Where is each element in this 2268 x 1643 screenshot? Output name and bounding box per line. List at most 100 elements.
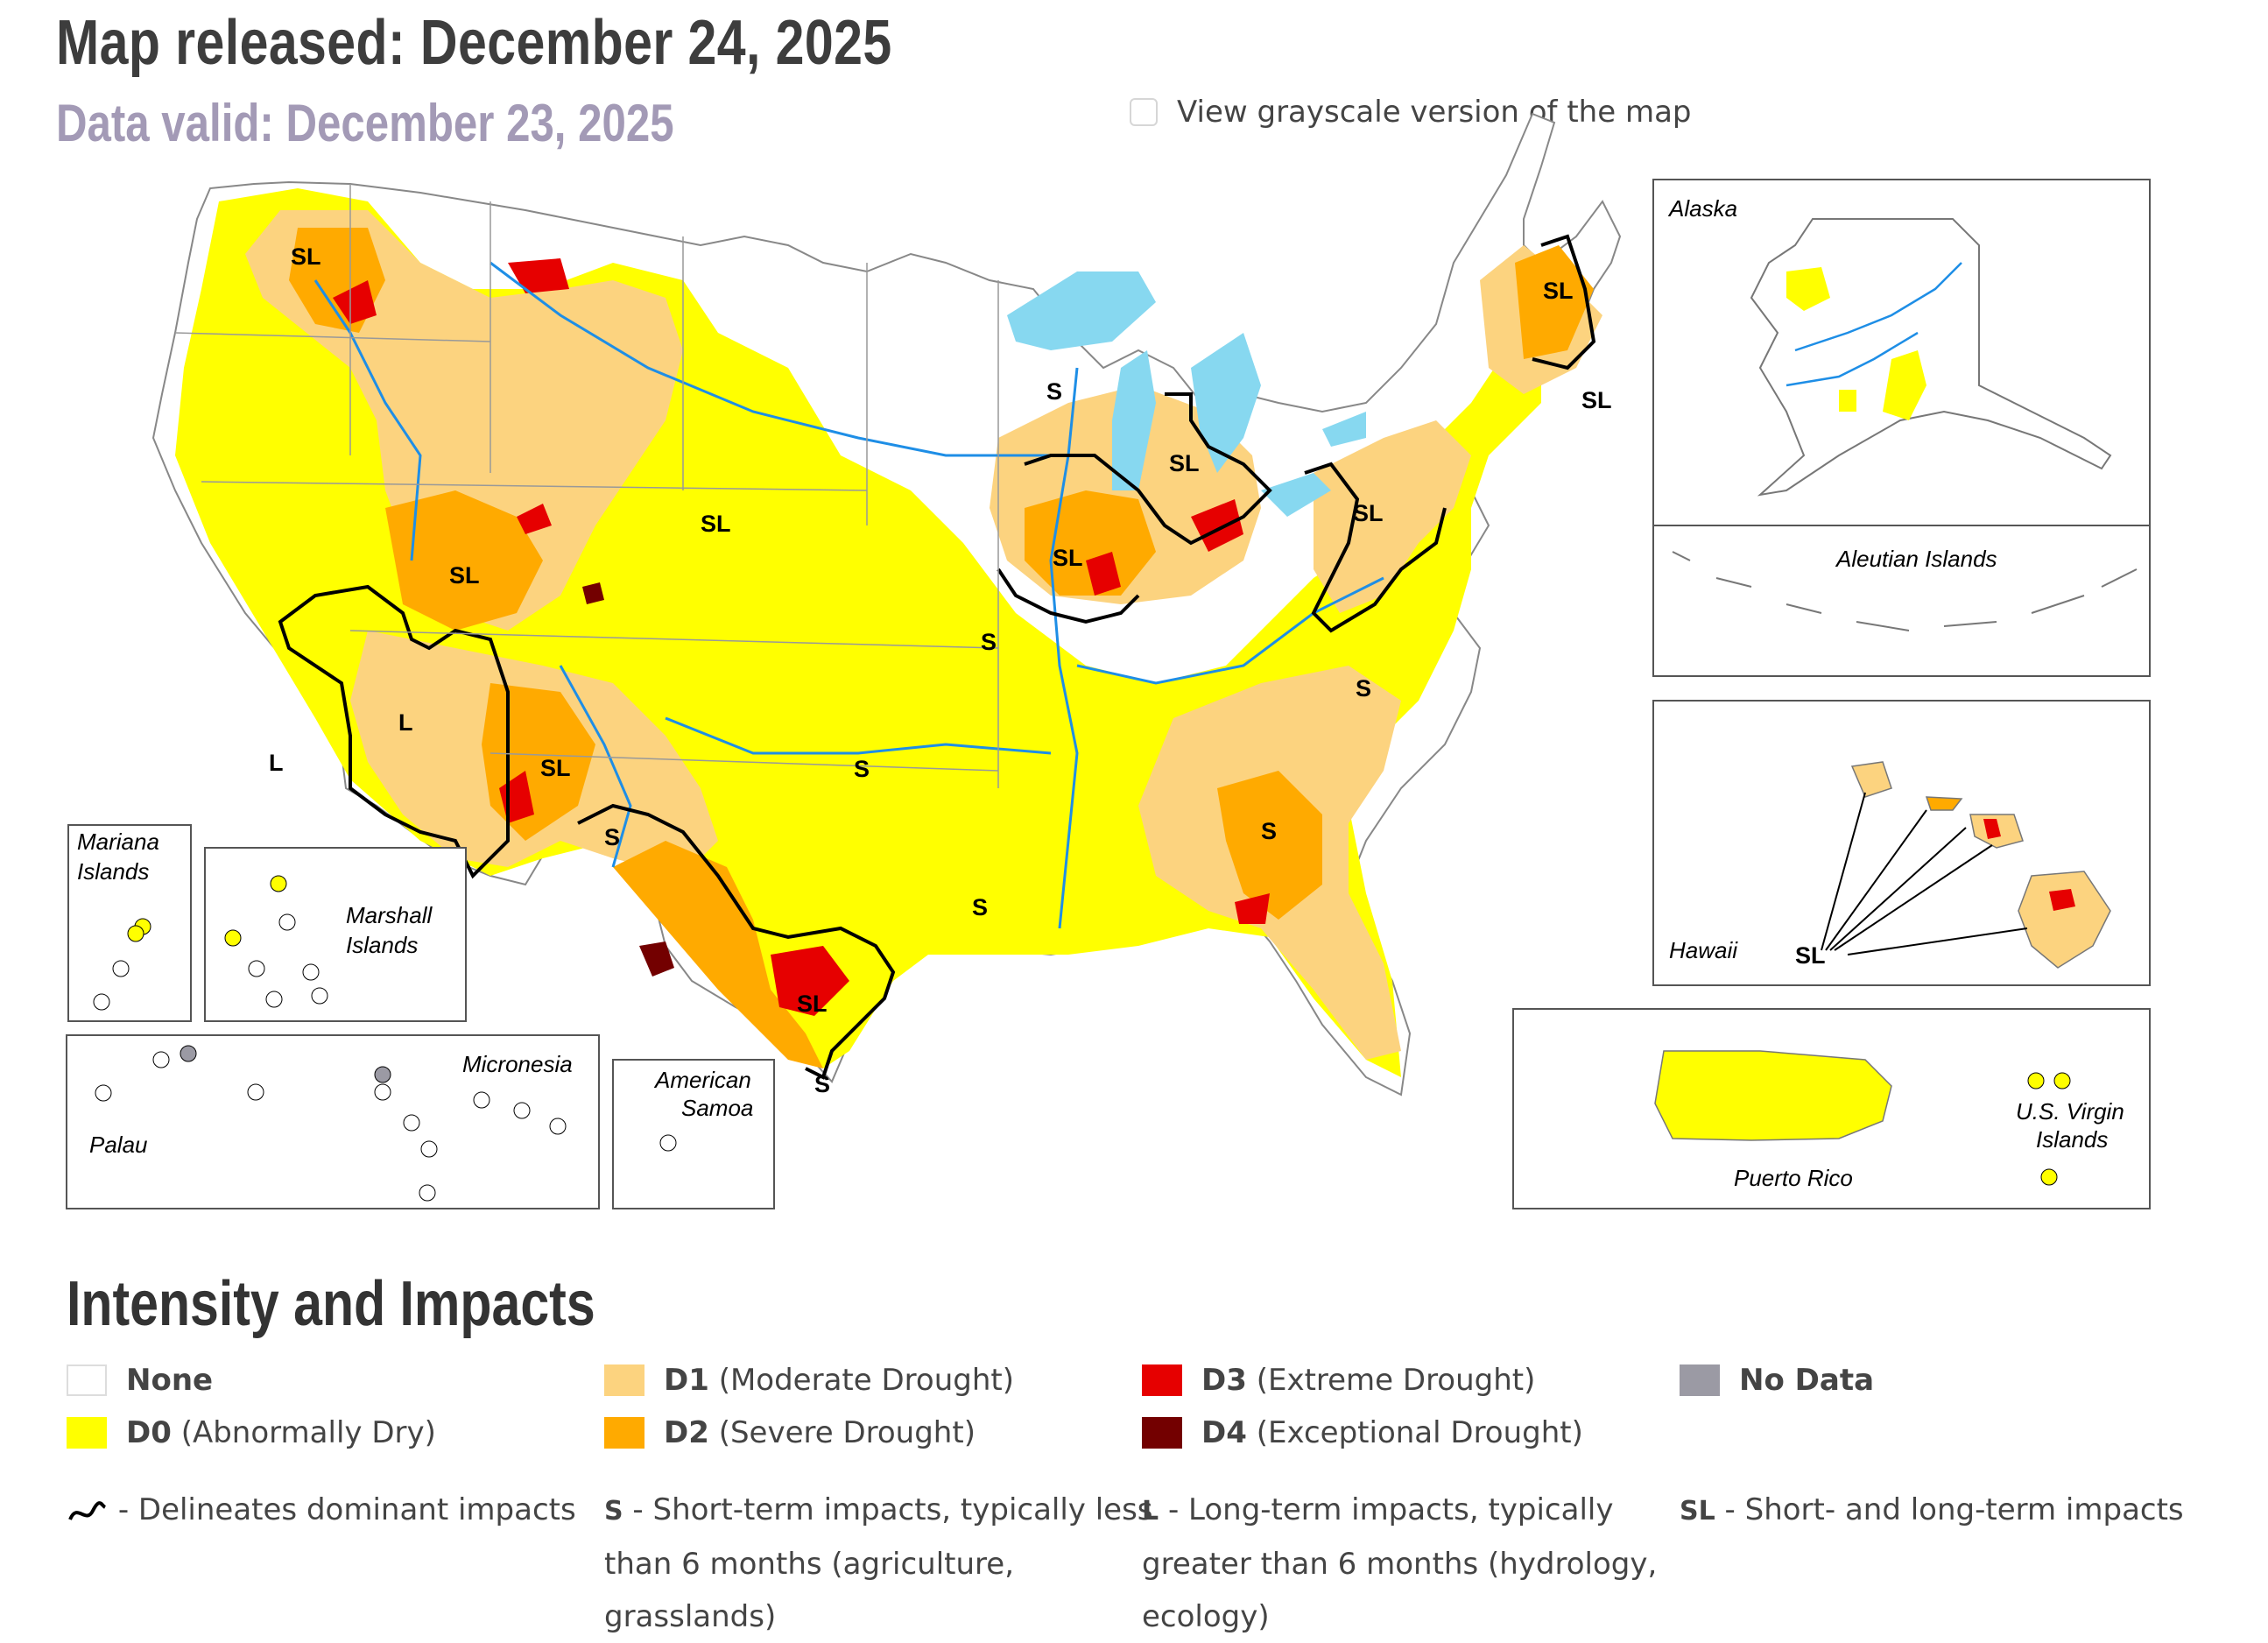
grayscale-toggle[interactable]: View grayscale version of the map	[1130, 95, 1691, 130]
impact-label: S	[854, 756, 870, 782]
short-long-desc: SL - Short- and long-term impacts	[1680, 1484, 2184, 1538]
no-data-swatch	[1680, 1364, 1720, 1396]
american-samoa-inset: American Samoa	[612, 1059, 775, 1209]
impact-label: S	[1261, 818, 1277, 844]
legend-d0: D0 (Abnormally Dry)	[67, 1415, 436, 1450]
no-data-label: No Data	[1739, 1363, 1875, 1398]
d3-region	[1086, 552, 1121, 596]
d1-code: D1	[664, 1363, 709, 1398]
marshall-inset: Marshall Islands	[204, 847, 467, 1022]
grayscale-label[interactable]: View grayscale version of the map	[1177, 95, 1692, 130]
impact-line-text: - Delineates dominant impacts	[117, 1492, 576, 1527]
d3-region	[1235, 893, 1270, 924]
palau-label: Palau	[89, 1132, 148, 1158]
legend-title: Intensity and Impacts	[67, 1269, 595, 1339]
d2-region	[1217, 771, 1322, 920]
legend-no-data: No Data	[1680, 1363, 1874, 1398]
mariana-inset: Mariana Islands	[67, 824, 192, 1022]
d1-swatch	[604, 1364, 644, 1396]
mariana-label: Mariana	[77, 829, 159, 855]
legend-d1: D1 (Moderate Drought)	[604, 1363, 1014, 1398]
d4-swatch	[1142, 1417, 1182, 1449]
d2-code: D2	[664, 1415, 709, 1450]
d0-desc: (Abnormally Dry)	[180, 1415, 436, 1450]
hawaii-label: Hawaii	[1669, 937, 1738, 963]
map-released-title: Map released: December 24, 2025	[56, 8, 892, 78]
short-term-desc: S - Short-term impacts, typically less t…	[604, 1484, 1153, 1643]
great-lakes	[1007, 271, 1366, 517]
d4-code: D4	[1201, 1415, 1247, 1450]
impact-line-desc: - Delineates dominant impacts	[67, 1484, 576, 1536]
impact-label: S	[604, 824, 620, 850]
impact-label: S	[981, 629, 997, 655]
long-term-code: L	[1142, 1496, 1159, 1527]
none-label: None	[126, 1363, 214, 1398]
d4-desc: (Exceptional Drought)	[1256, 1415, 1583, 1450]
short-term-line2: than 6 months (agriculture,	[604, 1547, 1015, 1582]
d1-region	[1314, 420, 1471, 613]
d3-swatch	[1142, 1364, 1182, 1396]
d3-region	[508, 258, 569, 293]
micronesia-inset: Micronesia Palau	[66, 1034, 600, 1209]
impact-label: SL	[449, 562, 480, 589]
impact-label: SL	[1795, 942, 1826, 969]
conus-map: SL SL SL SL SL SL SL SL SL SL S S S S S …	[151, 112, 1622, 1097]
impact-label: SL	[1169, 450, 1200, 476]
legend-d2: D2 (Severe Drought)	[604, 1415, 976, 1450]
d3-region	[333, 280, 377, 324]
impact-label: SL	[797, 991, 828, 1017]
state-borders	[174, 184, 999, 788]
alaska-label: Alaska	[1667, 195, 1737, 222]
short-long-code: SL	[1680, 1496, 1715, 1527]
d1-desc: (Moderate Drought)	[718, 1363, 1014, 1398]
impact-label: SL	[540, 755, 571, 781]
impact-label: SL	[1053, 545, 1083, 571]
micronesia-label: Micronesia	[462, 1051, 573, 1077]
hawaii-inset: Hawaii SL	[1652, 700, 2151, 986]
d3-code: D3	[1201, 1363, 1247, 1398]
impact-label: SL	[1543, 278, 1574, 304]
none-swatch	[67, 1364, 107, 1396]
impact-label: SL	[291, 243, 321, 270]
d2-swatch	[604, 1417, 644, 1449]
samoa-label: Samoa	[681, 1095, 753, 1121]
impact-label: SL	[701, 511, 731, 537]
usvi-label: U.S. Virgin	[2016, 1098, 2124, 1125]
impact-boundaries	[278, 234, 1596, 1080]
long-term-desc: L - Long-term impacts, typically greater…	[1142, 1484, 1657, 1643]
impact-line-icon	[68, 1500, 107, 1520]
d3-region	[1191, 499, 1243, 552]
d0-swatch	[67, 1417, 107, 1449]
data-valid-subtitle: Data valid: December 23, 2025	[56, 94, 674, 152]
d0-code: D0	[126, 1415, 172, 1450]
d3-region	[517, 504, 552, 534]
impact-label: L	[269, 750, 284, 776]
impact-label: SL	[1581, 387, 1612, 413]
impact-label: S	[972, 894, 988, 920]
marshall-label: Marshall	[346, 902, 433, 928]
grayscale-checkbox[interactable]	[1130, 98, 1158, 126]
alaska-inset: Alaska Aleutian Islands	[1652, 179, 2151, 677]
d2-region	[1515, 245, 1594, 359]
legend-d3: D3 (Extreme Drought)	[1142, 1363, 1535, 1398]
impact-label: S	[1356, 675, 1371, 702]
short-long-line1: - Short- and long-term impacts	[1724, 1492, 2184, 1527]
d2-desc: (Severe Drought)	[718, 1415, 976, 1450]
mariana-label: Islands	[77, 858, 149, 885]
impact-label: S	[814, 1071, 830, 1097]
long-term-line1: - Long-term impacts, typically	[1167, 1492, 1614, 1527]
legend-d4: D4 (Exceptional Drought)	[1142, 1415, 1583, 1450]
usvi-label: Islands	[2036, 1126, 2108, 1153]
d4-region	[639, 941, 674, 977]
d2-region	[613, 841, 823, 1068]
samoa-label: American	[653, 1067, 751, 1093]
puerto-rico-label: Puerto Rico	[1734, 1165, 1853, 1191]
short-term-line1: - Short-term impacts, typically less	[632, 1492, 1153, 1527]
d3-desc: (Extreme Drought)	[1256, 1363, 1536, 1398]
impact-label: L	[398, 709, 413, 736]
d3-region	[771, 946, 849, 1016]
short-term-line3: grasslands)	[604, 1599, 777, 1634]
short-term-code: S	[604, 1496, 623, 1527]
legend-none: None	[67, 1363, 213, 1398]
long-term-line3: ecology)	[1142, 1599, 1270, 1634]
